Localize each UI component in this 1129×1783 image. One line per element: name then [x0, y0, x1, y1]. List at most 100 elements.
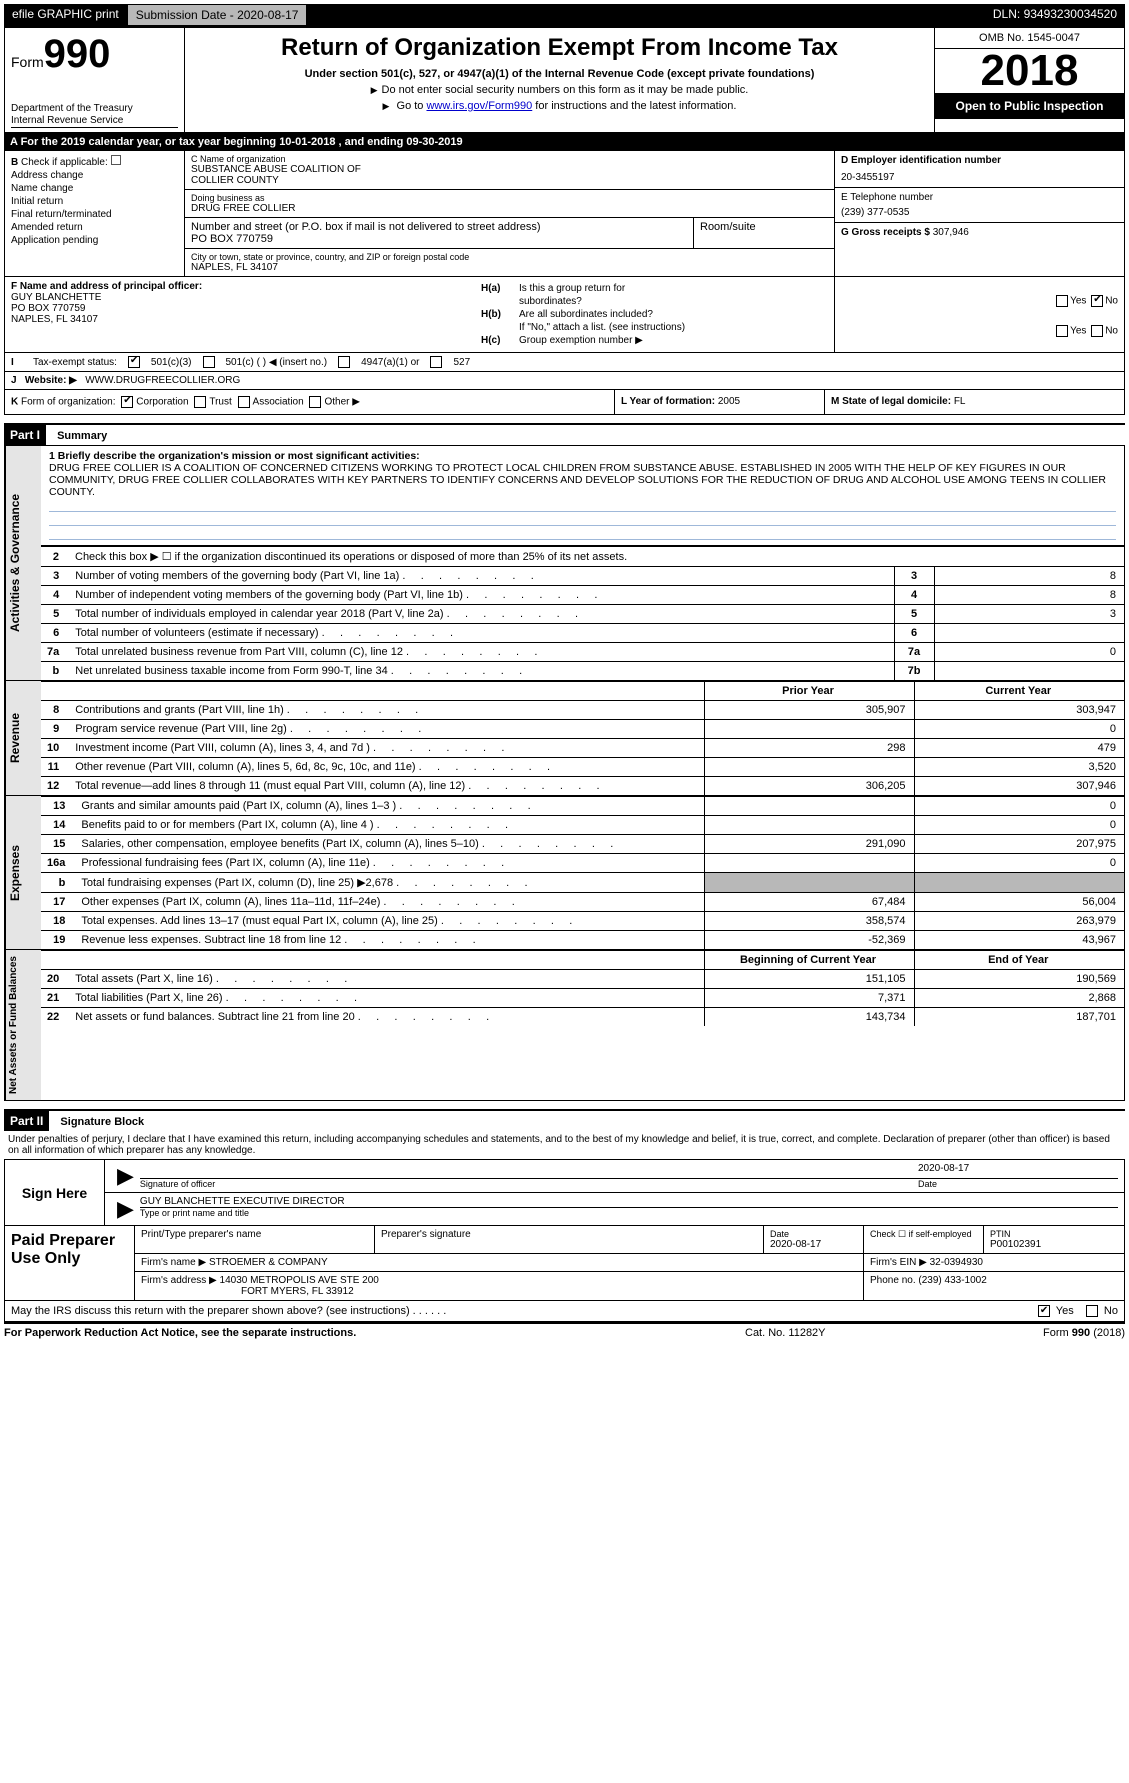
- table-row: 8Contributions and grants (Part VIII, li…: [41, 701, 1124, 720]
- form-990: 990: [44, 32, 111, 76]
- hc-tag: H(c): [481, 335, 519, 346]
- ha-text2: subordinates?: [519, 296, 582, 307]
- j-tag: J: [11, 375, 17, 386]
- chk-name-change[interactable]: Name change: [11, 183, 178, 194]
- name-hint: C Name of organization: [191, 154, 828, 164]
- dept-treasury: Department of the Treasury: [11, 103, 178, 115]
- part2-title: Signature Block: [52, 1116, 144, 1128]
- chk-501c[interactable]: [203, 356, 215, 368]
- dba-hint: Doing business as: [191, 193, 828, 203]
- firm-ein-label: Firm's EIN ▶: [870, 1257, 927, 1268]
- discuss-yes-checkbox[interactable]: [1038, 1305, 1050, 1317]
- mission-text: DRUG FREE COLLIER IS A COALITION OF CONC…: [49, 462, 1116, 498]
- form-number: Form990: [11, 32, 178, 77]
- sig-officer-label: Signature of officer: [140, 1179, 918, 1189]
- ptin-label: PTIN: [990, 1229, 1118, 1239]
- year-formation-label: L Year of formation:: [621, 396, 715, 407]
- table-row: 21Total liabilities (Part X, line 26)7,3…: [41, 989, 1124, 1008]
- table-row: 20Total assets (Part X, line 16)151,1051…: [41, 970, 1124, 989]
- form-header: Form990 Department of the Treasury Inter…: [4, 26, 1125, 133]
- gross-value: 307,946: [933, 227, 969, 238]
- table-row: 19Revenue less expenses. Subtract line 1…: [41, 931, 1124, 950]
- vtab-revenue: Revenue: [5, 681, 41, 795]
- tel-value: (239) 377-0535: [841, 207, 1118, 218]
- domicile-value: FL: [954, 396, 966, 407]
- hb-text: Are all subordinates included?: [519, 309, 653, 320]
- top-bar: efile GRAPHIC print Submission Date - 20…: [4, 4, 1125, 26]
- chk-address-change[interactable]: Address change: [11, 170, 178, 181]
- website-url: WWW.DRUGFREECOLLIER.ORG: [85, 375, 240, 386]
- tel-label: E Telephone number: [841, 192, 1118, 203]
- chk-final-return[interactable]: Final return/terminated: [11, 209, 178, 220]
- irs-label: Internal Revenue Service: [11, 115, 178, 128]
- gross-label: G Gross receipts $: [841, 227, 930, 238]
- discuss-no-checkbox[interactable]: [1086, 1305, 1098, 1317]
- col-prior-year: Prior Year: [704, 682, 914, 701]
- section-b-label: B: [11, 157, 18, 168]
- irs-link[interactable]: www.irs.gov/Form990: [426, 100, 532, 112]
- line2: Check this box ▶ ☐ if the organization d…: [69, 547, 1124, 567]
- part2-header: Part II: [4, 1111, 49, 1131]
- firm-name: STROEMER & COMPANY: [209, 1257, 328, 1268]
- chk-pending[interactable]: Application pending: [11, 235, 178, 246]
- room-hint: Room/suite: [700, 221, 828, 233]
- sign-arrow-icon: ▶: [111, 1163, 140, 1189]
- chk-527[interactable]: [430, 356, 442, 368]
- table-row: 12Total revenue—add lines 8 through 11 (…: [41, 777, 1124, 796]
- firm-city: FORT MYERS, FL 33912: [141, 1286, 857, 1297]
- calendar-year-line: A For the 2019 calendar year, or tax yea…: [4, 133, 1125, 151]
- hb-note: If "No," attach a list. (see instruction…: [519, 322, 685, 333]
- officer-typed-name: GUY BLANCHETTE EXECUTIVE DIRECTOR: [140, 1196, 1118, 1208]
- firm-phone: (239) 433-1002: [918, 1275, 986, 1286]
- org-name-2: COLLIER COUNTY: [191, 175, 828, 186]
- website-label: Website: ▶: [25, 375, 77, 386]
- check-if-applicable: Check if applicable:: [21, 157, 108, 168]
- col-end-year: End of Year: [914, 951, 1124, 970]
- ptin-value: P00102391: [990, 1239, 1118, 1250]
- hb-tag: H(b): [481, 309, 519, 320]
- discuss-question: May the IRS discuss this return with the…: [11, 1305, 446, 1317]
- chk-initial-return[interactable]: Initial return: [11, 196, 178, 207]
- col-current-year: Current Year: [914, 682, 1124, 701]
- ha-yes-checkbox[interactable]: [1056, 295, 1068, 307]
- hb-yes-checkbox[interactable]: [1056, 325, 1068, 337]
- table-row: bTotal fundraising expenses (Part IX, co…: [41, 873, 1124, 893]
- penalty-statement: Under penalties of perjury, I declare th…: [4, 1131, 1125, 1159]
- self-employed-label: Check ☐ if self-employed: [864, 1226, 984, 1253]
- table-row: 18Total expenses. Add lines 13–17 (must …: [41, 912, 1124, 931]
- table-row: 14Benefits paid to or for members (Part …: [41, 816, 1124, 835]
- hb-no-checkbox[interactable]: [1091, 325, 1103, 337]
- table-row: 16aProfessional fundraising fees (Part I…: [41, 854, 1124, 873]
- chk-501c3[interactable]: [128, 356, 140, 368]
- ha-no-checkbox[interactable]: [1091, 295, 1103, 307]
- sign-date: 2020-08-17: [918, 1163, 1118, 1178]
- efile-label: efile GRAPHIC print: [4, 4, 127, 26]
- date-label: Date: [918, 1179, 1118, 1189]
- chk-4947[interactable]: [338, 356, 350, 368]
- chk-other[interactable]: [309, 396, 321, 408]
- table-row: bNet unrelated business taxable income f…: [41, 662, 1124, 681]
- chk-trust[interactable]: [194, 396, 206, 408]
- vtab-net: Net Assets or Fund Balances: [5, 950, 41, 1100]
- goto-line: Go to www.irs.gov/Form990 for instructio…: [195, 100, 924, 112]
- mission-label: 1 Briefly describe the organization's mi…: [49, 450, 420, 462]
- firm-name-label: Firm's name ▶: [141, 1257, 206, 1268]
- addr-hint: Number and street (or P.O. box if mail i…: [191, 221, 687, 233]
- col-begin-year: Beginning of Current Year: [704, 951, 914, 970]
- vtab-expenses: Expenses: [5, 796, 41, 949]
- tax-year: 2018: [935, 49, 1124, 93]
- prep-date-label: Date: [770, 1229, 857, 1239]
- vtab-governance: Activities & Governance: [5, 446, 41, 680]
- ha-tag: H(a): [481, 283, 519, 294]
- table-row: 13Grants and similar amounts paid (Part …: [41, 797, 1124, 816]
- chk-corporation[interactable]: [121, 396, 133, 408]
- chk-amended[interactable]: Amended return: [11, 222, 178, 233]
- cat-number: Cat. No. 11282Y: [745, 1327, 925, 1339]
- chk-association[interactable]: [238, 396, 250, 408]
- submission-date: Submission Date - 2020-08-17: [127, 4, 308, 26]
- city-hint: City or town, state or province, country…: [191, 252, 828, 262]
- k-tag: K: [11, 397, 18, 408]
- table-row: 5Total number of individuals employed in…: [41, 605, 1124, 624]
- table-row: 17Other expenses (Part IX, column (A), l…: [41, 893, 1124, 912]
- domicile-label: M State of legal domicile:: [831, 396, 951, 407]
